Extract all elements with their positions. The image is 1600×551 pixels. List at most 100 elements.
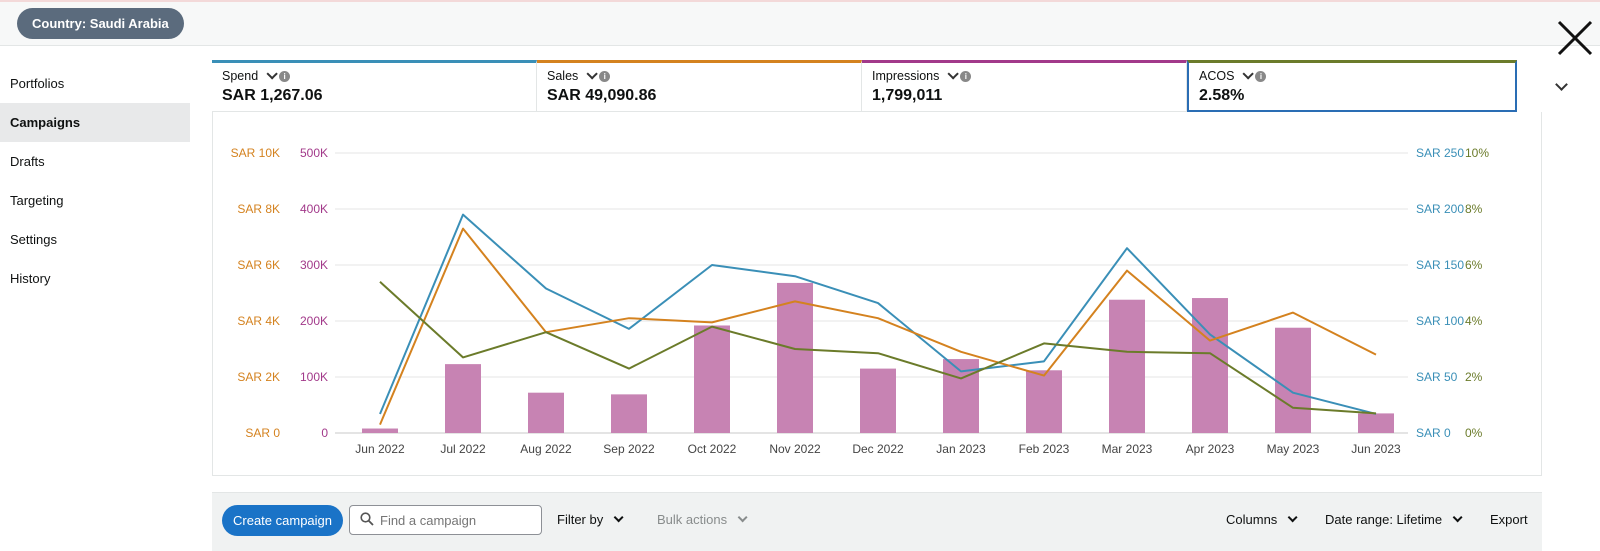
sidebar-item-campaigns[interactable]: Campaigns <box>0 103 190 142</box>
x-axis-label: Aug 2022 <box>520 442 572 456</box>
acos-axis-tick: 6% <box>1465 258 1483 272</box>
acos-axis-tick: 4% <box>1465 314 1483 328</box>
search-icon <box>360 512 374 526</box>
x-axis-label: Jun 2022 <box>355 442 405 456</box>
close-icon[interactable] <box>1555 18 1595 58</box>
filter-by-label: Filter by <box>557 512 604 527</box>
spend-axis-tick: SAR 50 <box>1416 370 1458 384</box>
chevron-down-icon[interactable] <box>947 68 960 80</box>
chevron-down-icon <box>1452 512 1463 523</box>
chart-svg: SAR 0 0 SAR 0 0% SAR 2K 100K SAR 50 2% SAR 4K 200… <box>231 146 1490 456</box>
sidebar-item-targeting[interactable]: Targeting <box>10 193 64 208</box>
export-label: Export <box>1490 512 1528 527</box>
x-axis-label: Apr 2023 <box>1186 442 1235 456</box>
metric-value: SAR 49,090.86 <box>547 87 657 104</box>
impressions-axis-tick: 0 <box>321 426 328 440</box>
impressions-bar <box>860 368 896 433</box>
x-axis-label: May 2023 <box>1267 442 1320 456</box>
bulk-actions-label: Bulk actions <box>657 512 728 527</box>
spend-axis-tick: SAR 200 <box>1416 202 1464 216</box>
date-range-dropdown[interactable]: Date range: Lifetime <box>1325 512 1463 527</box>
sales-axis-tick: SAR 2K <box>237 370 280 384</box>
impressions-bar <box>694 325 730 433</box>
impressions-axis-tick: 500K <box>300 146 328 160</box>
impressions-bar <box>1109 299 1145 433</box>
campaign-toolbar: Create campaign Filter by Bulk actions C… <box>212 492 1542 551</box>
expand-metrics-chevron-icon[interactable] <box>1555 78 1568 91</box>
top-bar: Country: Saudi Arabia <box>0 0 1600 46</box>
impressions-bar <box>528 392 564 433</box>
x-axis-label: Mar 2023 <box>1102 442 1153 456</box>
sales-axis-tick: SAR 8K <box>237 202 280 216</box>
columns-dropdown[interactable]: Columns <box>1226 512 1298 527</box>
filter-by-dropdown[interactable]: Filter by <box>557 512 624 527</box>
x-axis-label: Feb 2023 <box>1019 442 1070 456</box>
metric-label: ACOS <box>1199 69 1235 83</box>
export-button[interactable]: Export <box>1490 512 1528 527</box>
spend-axis-tick: SAR 0 <box>1416 426 1451 440</box>
spend-line <box>379 213 1377 415</box>
country-filter-pill[interactable]: Country: Saudi Arabia <box>17 8 184 39</box>
chevron-down-icon[interactable] <box>266 68 278 80</box>
impressions-bar <box>362 428 398 433</box>
impressions-axis-tick: 300K <box>300 258 328 272</box>
sidebar-item-settings[interactable]: Settings <box>10 232 57 247</box>
sidebar-item-portfolios[interactable]: Portfolios <box>10 76 65 91</box>
sales-axis-tick: SAR 10K <box>231 146 280 160</box>
create-campaign-button[interactable]: Create campaign <box>222 505 343 536</box>
date-range-label: Date range: Lifetime <box>1325 512 1443 527</box>
impressions-bar <box>445 364 481 433</box>
metric-card-sales[interactable]: Sales i SAR 49,090.86 <box>537 60 862 112</box>
info-icon[interactable]: i <box>1255 70 1267 82</box>
metric-card-impressions[interactable]: Impressions i 1,799,011 <box>862 60 1187 112</box>
acos-axis-tick: 2% <box>1465 370 1483 384</box>
x-axis-label: Dec 2022 <box>852 442 904 456</box>
x-axis-label: Sep 2022 <box>603 442 655 456</box>
impressions-bar <box>1358 413 1394 433</box>
chevron-down-icon[interactable] <box>586 68 599 80</box>
impressions-axis-tick: 400K <box>300 202 328 216</box>
impressions-bar <box>1275 327 1311 433</box>
sidebar-item-drafts[interactable]: Drafts <box>10 154 45 169</box>
chevron-down-icon <box>1287 512 1298 523</box>
spend-axis-tick: SAR 250 <box>1416 146 1464 160</box>
search-field[interactable] <box>349 505 542 535</box>
sidebar-item-history[interactable]: History <box>10 271 51 286</box>
x-axis-label: Jul 2022 <box>440 442 486 456</box>
metric-label: Spend <box>222 69 259 83</box>
acos-axis-tick: 10% <box>1465 146 1489 160</box>
acos-axis-tick: 8% <box>1465 202 1483 216</box>
x-axis-label: Nov 2022 <box>769 442 821 456</box>
chevron-down-icon <box>613 512 624 523</box>
metric-card-spend[interactable]: Spend i SAR 1,267.06 <box>212 60 537 112</box>
metric-value: 1,799,011 <box>872 87 943 104</box>
sidebar-nav: Portfolios Campaigns Drafts Targeting Se… <box>0 64 190 298</box>
impressions-bar <box>1026 370 1062 433</box>
bulk-actions-dropdown[interactable]: Bulk actions <box>657 512 748 527</box>
metric-value: 2.58% <box>1199 87 1245 104</box>
info-icon[interactable]: i <box>279 70 291 82</box>
impressions-axis-tick: 100K <box>300 370 328 384</box>
impressions-bar <box>611 394 647 433</box>
info-icon[interactable]: i <box>960 70 972 82</box>
info-icon[interactable]: i <box>599 70 611 82</box>
impressions-axis-tick: 200K <box>300 314 328 328</box>
sales-axis-tick: SAR 6K <box>237 258 280 272</box>
impressions-bar <box>777 282 813 433</box>
columns-label: Columns <box>1226 512 1278 527</box>
metric-label: Sales <box>547 69 579 83</box>
x-axis-label: Oct 2022 <box>688 442 737 456</box>
sales-axis-tick: SAR 0 <box>245 426 280 440</box>
sales-axis-tick: SAR 4K <box>237 314 280 328</box>
performance-chart: SAR 0 0 SAR 0 0% SAR 2K 100K SAR 50 2% SAR 4K 200… <box>212 112 1542 476</box>
acos-axis-tick: 0% <box>1465 426 1483 440</box>
x-axis-label: Jun 2023 <box>1351 442 1401 456</box>
acos-line <box>379 281 1377 415</box>
chevron-down-icon[interactable] <box>1242 68 1255 80</box>
spend-axis-tick: SAR 100 <box>1416 314 1464 328</box>
impressions-bar <box>1192 298 1228 433</box>
metric-cards: Spend i SAR 1,267.06 Sales i SAR 49,090.86… <box>212 60 1542 112</box>
metric-card-acos[interactable]: ACOS i 2.58% <box>1187 60 1517 112</box>
search-input[interactable] <box>380 510 535 530</box>
chevron-down-icon <box>737 512 748 523</box>
